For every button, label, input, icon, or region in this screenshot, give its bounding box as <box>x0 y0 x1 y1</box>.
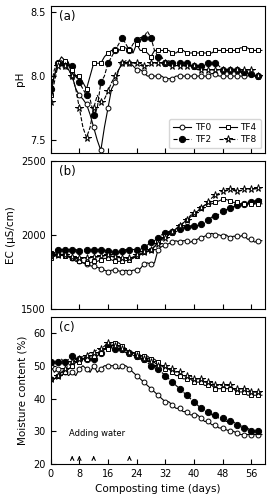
Y-axis label: Moisture content (%): Moisture content (%) <box>18 336 28 445</box>
Legend: TF0, TF2, TF4, TF8: TF0, TF2, TF4, TF8 <box>169 118 261 148</box>
Text: (a): (a) <box>59 10 76 23</box>
Y-axis label: EC (μS/cm): EC (μS/cm) <box>6 206 15 264</box>
X-axis label: Composting time (days): Composting time (days) <box>95 484 221 494</box>
Text: Adding water: Adding water <box>69 429 125 438</box>
Text: (b): (b) <box>59 166 76 178</box>
Text: (c): (c) <box>59 321 75 334</box>
Y-axis label: pH: pH <box>15 72 25 86</box>
